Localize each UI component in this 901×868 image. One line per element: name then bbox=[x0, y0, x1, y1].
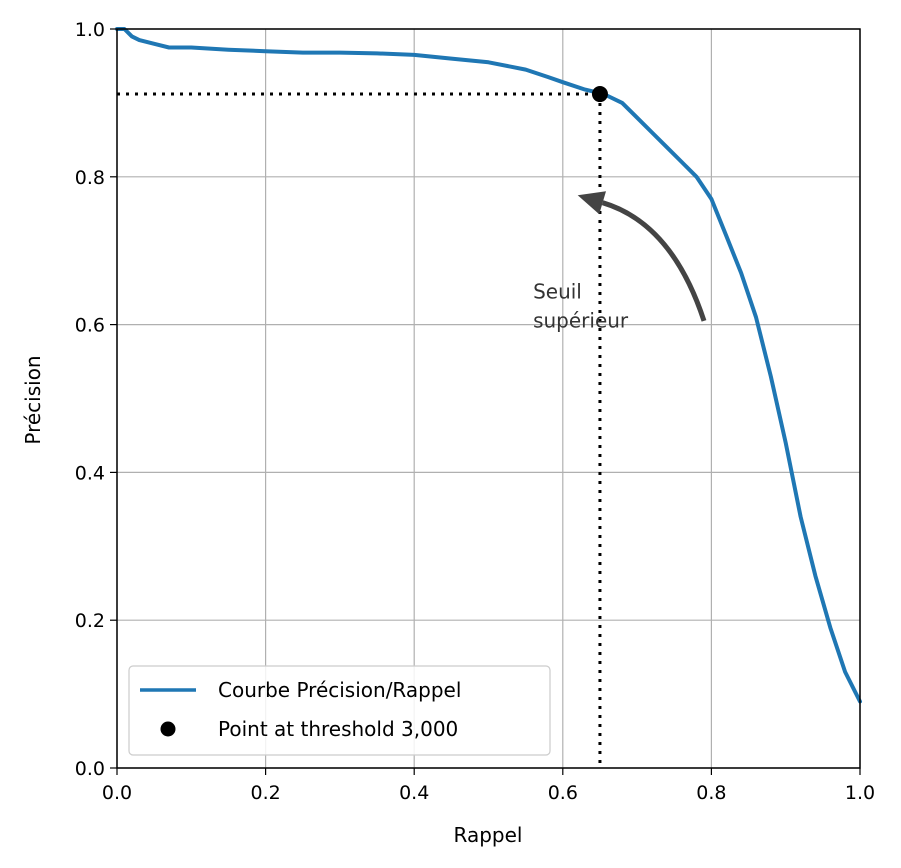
y-tick-label: 0.8 bbox=[75, 167, 105, 189]
y-axis-label: Précision bbox=[21, 355, 45, 444]
threshold-layer bbox=[117, 86, 608, 768]
threshold-point bbox=[591, 86, 608, 103]
legend-box bbox=[128, 665, 551, 756]
x-tick-label: 0.8 bbox=[696, 782, 726, 804]
axis-ticks: 0.0 0.2 0.4 0.6 0.8 1.0 0.0 0.2 0.4 0.6 0.8 1.0 bbox=[75, 19, 875, 804]
precision-recall-curve bbox=[115, 27, 862, 704]
grid-lines bbox=[116, 28, 861, 769]
curve-layer bbox=[115, 27, 862, 704]
annotation-arrow-shaft bbox=[601, 200, 707, 322]
annotation-text: supérieur bbox=[533, 309, 629, 333]
x-tick-label: 1.0 bbox=[845, 782, 875, 804]
y-tick-label: 0.4 bbox=[75, 462, 105, 484]
annotation-arrow-head bbox=[577, 191, 606, 215]
y-tick-label: 0.6 bbox=[75, 315, 105, 337]
x-tick-label: 0.2 bbox=[250, 782, 280, 804]
legend: Courbe Précision/Rappel Point at thresho… bbox=[128, 665, 551, 756]
legend-label-curve: Courbe Précision/Rappel bbox=[218, 678, 461, 702]
y-tick-label: 1.0 bbox=[75, 19, 105, 41]
y-tick-label: 0.2 bbox=[75, 610, 105, 632]
x-axis-label: Rappel bbox=[454, 823, 523, 847]
x-tick-label: 0.0 bbox=[102, 782, 132, 804]
legend-point-swatch bbox=[160, 721, 176, 737]
legend-label-point: Point at threshold 3,000 bbox=[218, 717, 458, 741]
x-tick-label: 0.6 bbox=[548, 782, 578, 804]
y-tick-label: 0.0 bbox=[75, 758, 105, 780]
annotation-text: Seuil bbox=[533, 280, 582, 304]
x-tick-label: 0.4 bbox=[399, 782, 429, 804]
annotation-layer: Seuil supérieur bbox=[533, 191, 707, 333]
plot-frame bbox=[116, 28, 861, 769]
